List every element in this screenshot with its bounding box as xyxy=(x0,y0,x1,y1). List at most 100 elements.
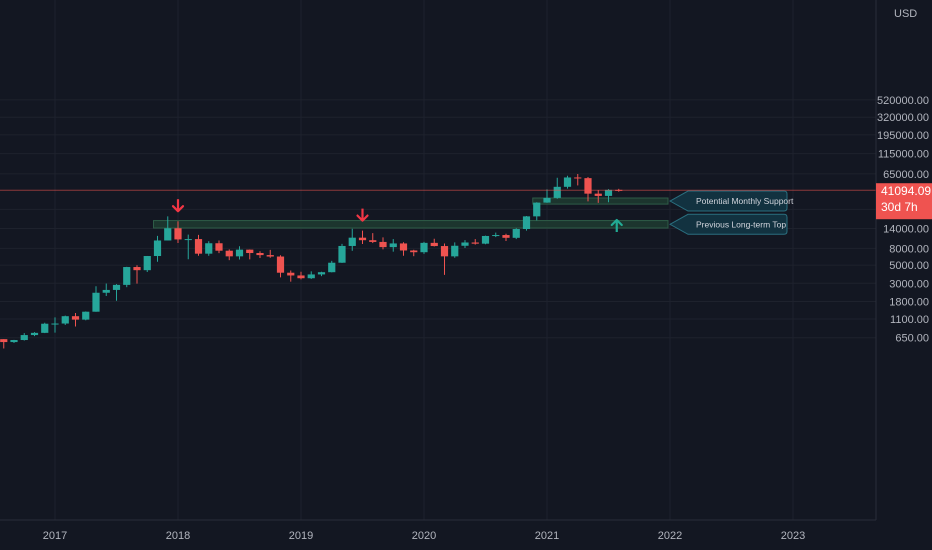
candle-body xyxy=(533,202,541,217)
candle xyxy=(112,284,121,301)
price-axis[interactable] xyxy=(876,0,932,520)
candle-body xyxy=(492,235,500,237)
candle xyxy=(30,332,39,337)
x-tick-label: 2019 xyxy=(289,530,313,542)
candle-body xyxy=(502,235,510,238)
candle xyxy=(205,241,213,256)
candle-body xyxy=(246,249,254,254)
candle-body xyxy=(102,289,110,293)
candle xyxy=(481,235,490,245)
candle xyxy=(194,234,203,256)
current-price-value: 41094.09 xyxy=(881,184,931,198)
candle-body xyxy=(348,237,356,246)
current-price-badge: 41094.09 30d 7h xyxy=(876,183,932,220)
candle xyxy=(379,237,387,250)
y-tick-label: 3000.00 xyxy=(889,278,929,290)
y-tick-label: 1100.00 xyxy=(890,314,929,326)
candle-body xyxy=(594,193,602,196)
y-tick-label: 8000.00 xyxy=(889,243,929,255)
candle xyxy=(174,221,182,244)
callout-box xyxy=(668,190,788,212)
y-tick-label: 14000.00 xyxy=(883,224,929,236)
candle-body xyxy=(522,216,531,230)
markers xyxy=(171,199,623,232)
candle xyxy=(246,249,254,260)
y-tick-label: 115000.00 xyxy=(878,149,929,161)
candle xyxy=(338,243,346,263)
candle xyxy=(512,228,520,240)
x-tick-label: 2022 xyxy=(658,530,682,542)
candle xyxy=(51,317,59,333)
candle xyxy=(451,242,459,258)
candle-body xyxy=(194,239,203,254)
y-tick-label: 5000.00 xyxy=(889,260,929,272)
candle-body xyxy=(420,242,428,253)
callout-box xyxy=(668,213,788,235)
candle xyxy=(184,234,192,260)
candle-body xyxy=(369,240,377,242)
candle xyxy=(440,243,449,275)
candle-body xyxy=(30,332,39,336)
candle-body xyxy=(338,245,346,263)
candle-body xyxy=(307,274,315,279)
candle xyxy=(471,239,479,245)
candle-body xyxy=(471,242,479,244)
bar-countdown: 30d 7h xyxy=(881,200,918,214)
candle-body xyxy=(584,178,592,194)
candle xyxy=(41,322,49,334)
time-axis[interactable] xyxy=(0,520,932,550)
candle xyxy=(297,271,305,280)
candle-body xyxy=(51,323,59,325)
candle xyxy=(522,216,531,231)
candle-body xyxy=(297,275,305,279)
candle-body xyxy=(553,186,561,198)
candle-body xyxy=(543,197,551,203)
candle xyxy=(543,189,551,203)
candle xyxy=(461,240,469,248)
candle xyxy=(235,246,244,260)
candle xyxy=(492,232,500,238)
callouts: Potential Monthly Support Previous Long-t… xyxy=(668,190,794,235)
candle xyxy=(61,315,69,325)
candle-body xyxy=(235,249,244,257)
callout-long-term-top: Previous Long-term Top xyxy=(668,213,788,235)
y-tick-label: 650.00 xyxy=(895,333,929,345)
candle-body xyxy=(205,243,213,254)
candle-body xyxy=(574,177,582,179)
candle-body xyxy=(71,316,80,320)
grid xyxy=(0,0,876,520)
candle-body xyxy=(164,228,172,241)
time-axis-ticks: 2017 2018 2019 2020 2021 2022 2023 xyxy=(43,530,805,542)
y-tick-label: 65000.00 xyxy=(883,169,929,181)
zones xyxy=(153,197,669,229)
candle-body xyxy=(92,292,100,312)
candle xyxy=(225,249,233,261)
candle-body xyxy=(174,228,182,240)
candles xyxy=(0,174,623,349)
candle xyxy=(287,270,295,282)
candle xyxy=(369,233,377,244)
candle xyxy=(430,238,438,247)
candle-body xyxy=(112,284,121,290)
candle-body xyxy=(10,340,18,343)
callout-label: Potential Monthly Support xyxy=(696,196,794,206)
y-tick-label: 520000.00 xyxy=(877,95,929,107)
candle-body xyxy=(328,262,336,273)
candle xyxy=(123,266,131,288)
callout-monthly-support: Potential Monthly Support xyxy=(668,190,794,212)
candle xyxy=(358,230,367,244)
callout-label: Previous Long-term Top xyxy=(696,219,786,229)
candle-body xyxy=(461,242,469,246)
candle-body xyxy=(276,256,285,273)
candle xyxy=(266,249,274,258)
candle-body xyxy=(389,243,397,248)
candle xyxy=(389,239,397,252)
candle xyxy=(328,260,336,273)
candle xyxy=(71,313,80,327)
candle-body xyxy=(225,250,233,257)
candle xyxy=(420,241,428,254)
arrow-down-icon xyxy=(356,208,369,222)
zone-long-term-top xyxy=(153,220,669,229)
candle-body xyxy=(184,239,192,241)
